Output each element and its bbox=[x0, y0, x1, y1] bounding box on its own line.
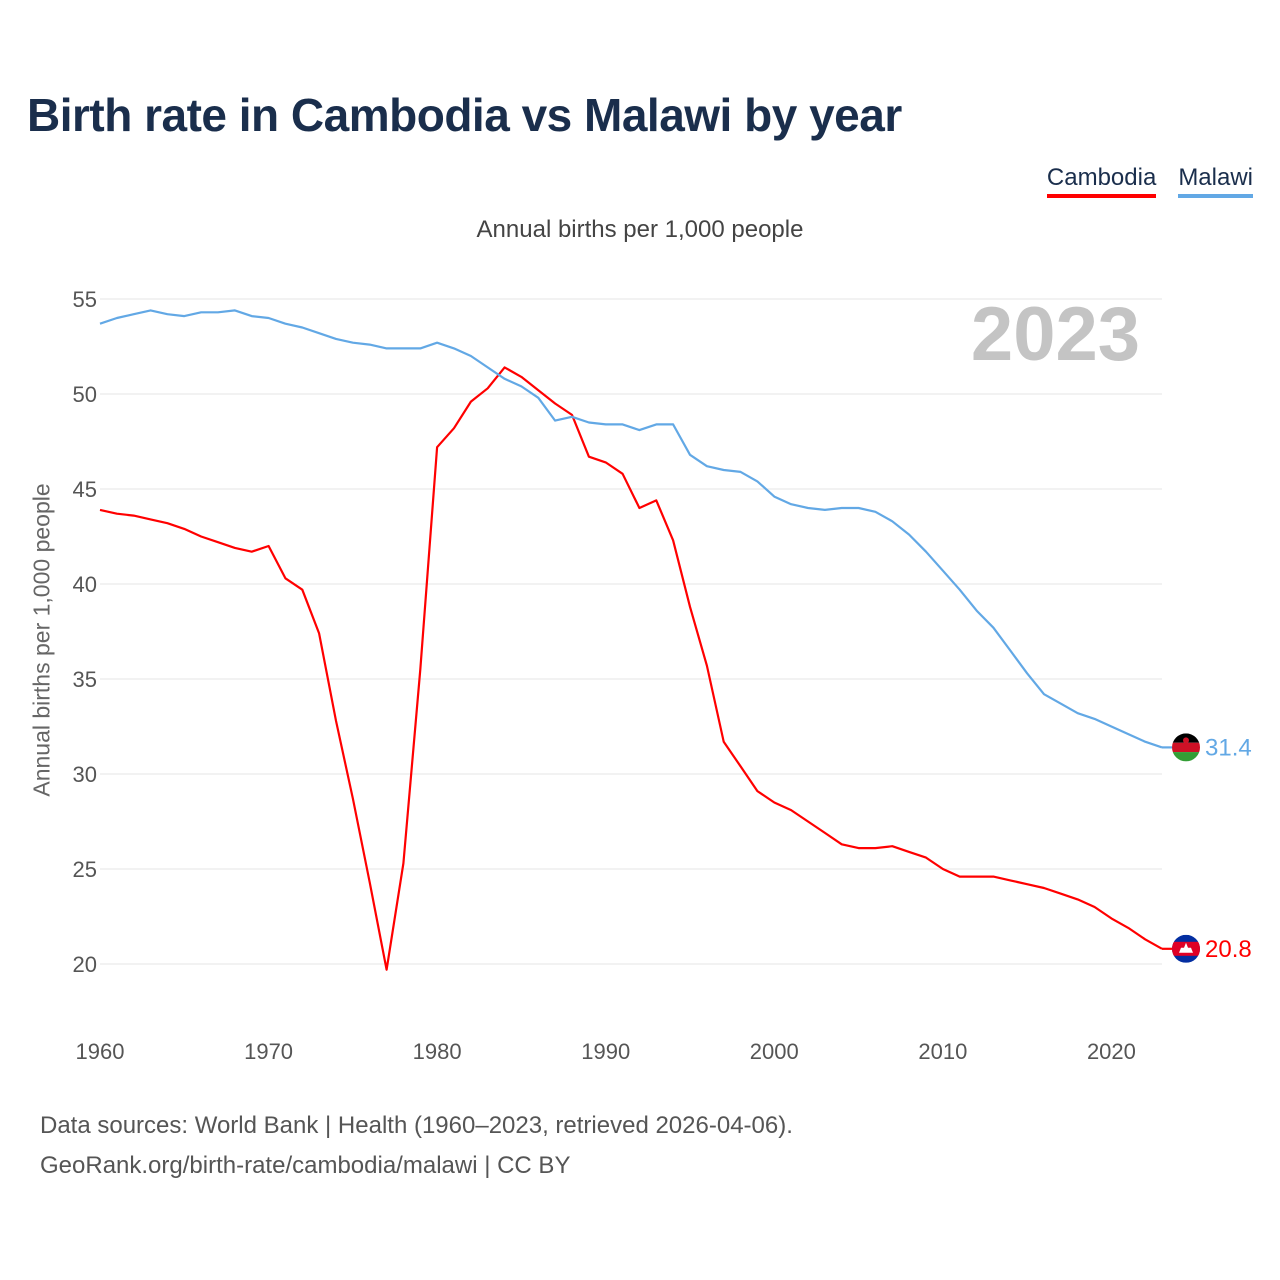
x-tick-label: 1960 bbox=[76, 1039, 125, 1064]
y-tick-label: 40 bbox=[73, 572, 97, 597]
series-line-malawi[interactable] bbox=[99, 309, 1163, 749]
y-tick-label: 55 bbox=[73, 287, 97, 312]
y-axis-ticks: 20 25 30 35 40 45 50 55 bbox=[73, 287, 97, 977]
legend-item-cambodia[interactable]: Cambodia bbox=[1046, 164, 1157, 198]
flag-icon-cambodia bbox=[1172, 934, 1200, 963]
end-value-label-cambodia: 20.8 bbox=[1205, 936, 1252, 963]
x-tick-label: 1980 bbox=[413, 1039, 462, 1064]
x-tick-label: 2010 bbox=[918, 1039, 967, 1064]
x-tick-label: 1970 bbox=[244, 1039, 293, 1064]
legend-item-malawi[interactable]: Malawi bbox=[1178, 164, 1253, 198]
x-tick-label: 1990 bbox=[581, 1039, 630, 1064]
footer: Data sources: World Bank | Health (1960–… bbox=[40, 1106, 793, 1186]
data-source-text: Data sources: World Bank | Health (1960–… bbox=[40, 1112, 793, 1139]
chart-subtitle: Annual births per 1,000 people bbox=[476, 216, 804, 243]
y-tick-label: 30 bbox=[73, 762, 97, 787]
x-tick-label: 2000 bbox=[750, 1039, 799, 1064]
end-markers: 20.8 31.4 bbox=[1162, 733, 1252, 963]
y-tick-label: 45 bbox=[73, 477, 97, 502]
flag-icon-malawi bbox=[1172, 733, 1200, 762]
y-tick-label: 25 bbox=[73, 857, 97, 882]
y-tick-label: 20 bbox=[73, 952, 97, 977]
credit-link[interactable]: GeoRank.org/birth-rate/cambodia/malawi |… bbox=[40, 1152, 571, 1179]
current-year-watermark: 2023 bbox=[971, 292, 1140, 377]
legend: Cambodia Malawi bbox=[1046, 164, 1253, 198]
gridlines bbox=[100, 298, 1162, 965]
y-tick-label: 50 bbox=[73, 382, 97, 407]
series-line-cambodia[interactable] bbox=[99, 366, 1163, 971]
series-lines bbox=[99, 309, 1163, 971]
x-axis-ticks: 1960 1970 1980 1990 2000 2010 2020 bbox=[76, 1039, 1136, 1064]
x-tick-label: 2020 bbox=[1087, 1039, 1136, 1064]
end-value-label-malawi: 31.4 bbox=[1205, 734, 1252, 761]
chart-title: Birth rate in Cambodia vs Malawi by year bbox=[27, 89, 902, 141]
line-chart: 2023 20 25 30 35 40 45 50 55 1960 1970 1980 1990 20… bbox=[73, 287, 1252, 1064]
y-tick-label: 35 bbox=[73, 667, 97, 692]
